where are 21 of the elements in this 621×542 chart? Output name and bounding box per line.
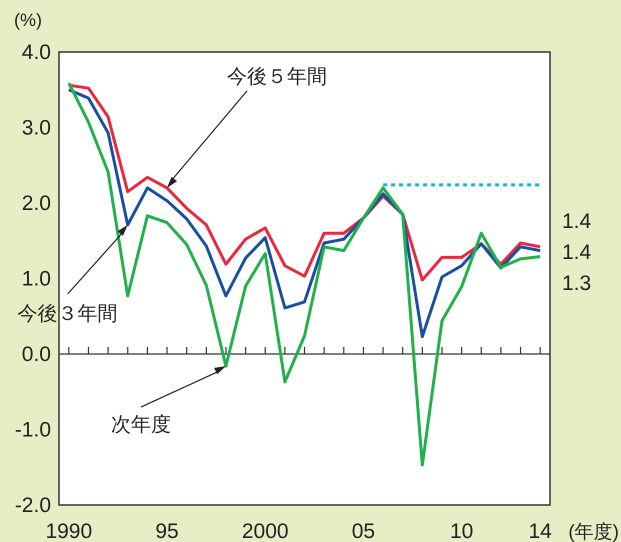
annotation: 次年度: [110, 414, 171, 436]
y-tick-label: 0.0: [22, 343, 51, 366]
annotation: 今後３年間: [18, 302, 118, 325]
annotation: 今後５年間: [227, 66, 328, 88]
x-axis-title: (年度): [568, 521, 619, 542]
data-label: 1.3: [562, 272, 592, 295]
x-tick-label: 1990: [45, 520, 92, 542]
y-axis-title: (%): [14, 10, 42, 30]
y-tick-label: 3.0: [22, 116, 51, 140]
x-tick-label: 95: [155, 520, 179, 542]
x-tick-label: 05: [352, 520, 376, 542]
y-tick-label: 1.0: [22, 268, 51, 290]
x-tick-label: 10: [450, 520, 474, 542]
y-tick-label: 2.0: [22, 192, 51, 215]
data-label: 1.4: [562, 241, 592, 264]
x-tick-label: 14: [528, 520, 552, 542]
y-tick-label: -2.0: [14, 494, 51, 517]
data-label: 1.4: [562, 210, 592, 233]
y-tick-label: -1.0: [14, 418, 51, 442]
y-tick-label: 4.0: [22, 41, 51, 64]
x-tick-label: 2000: [242, 520, 289, 542]
